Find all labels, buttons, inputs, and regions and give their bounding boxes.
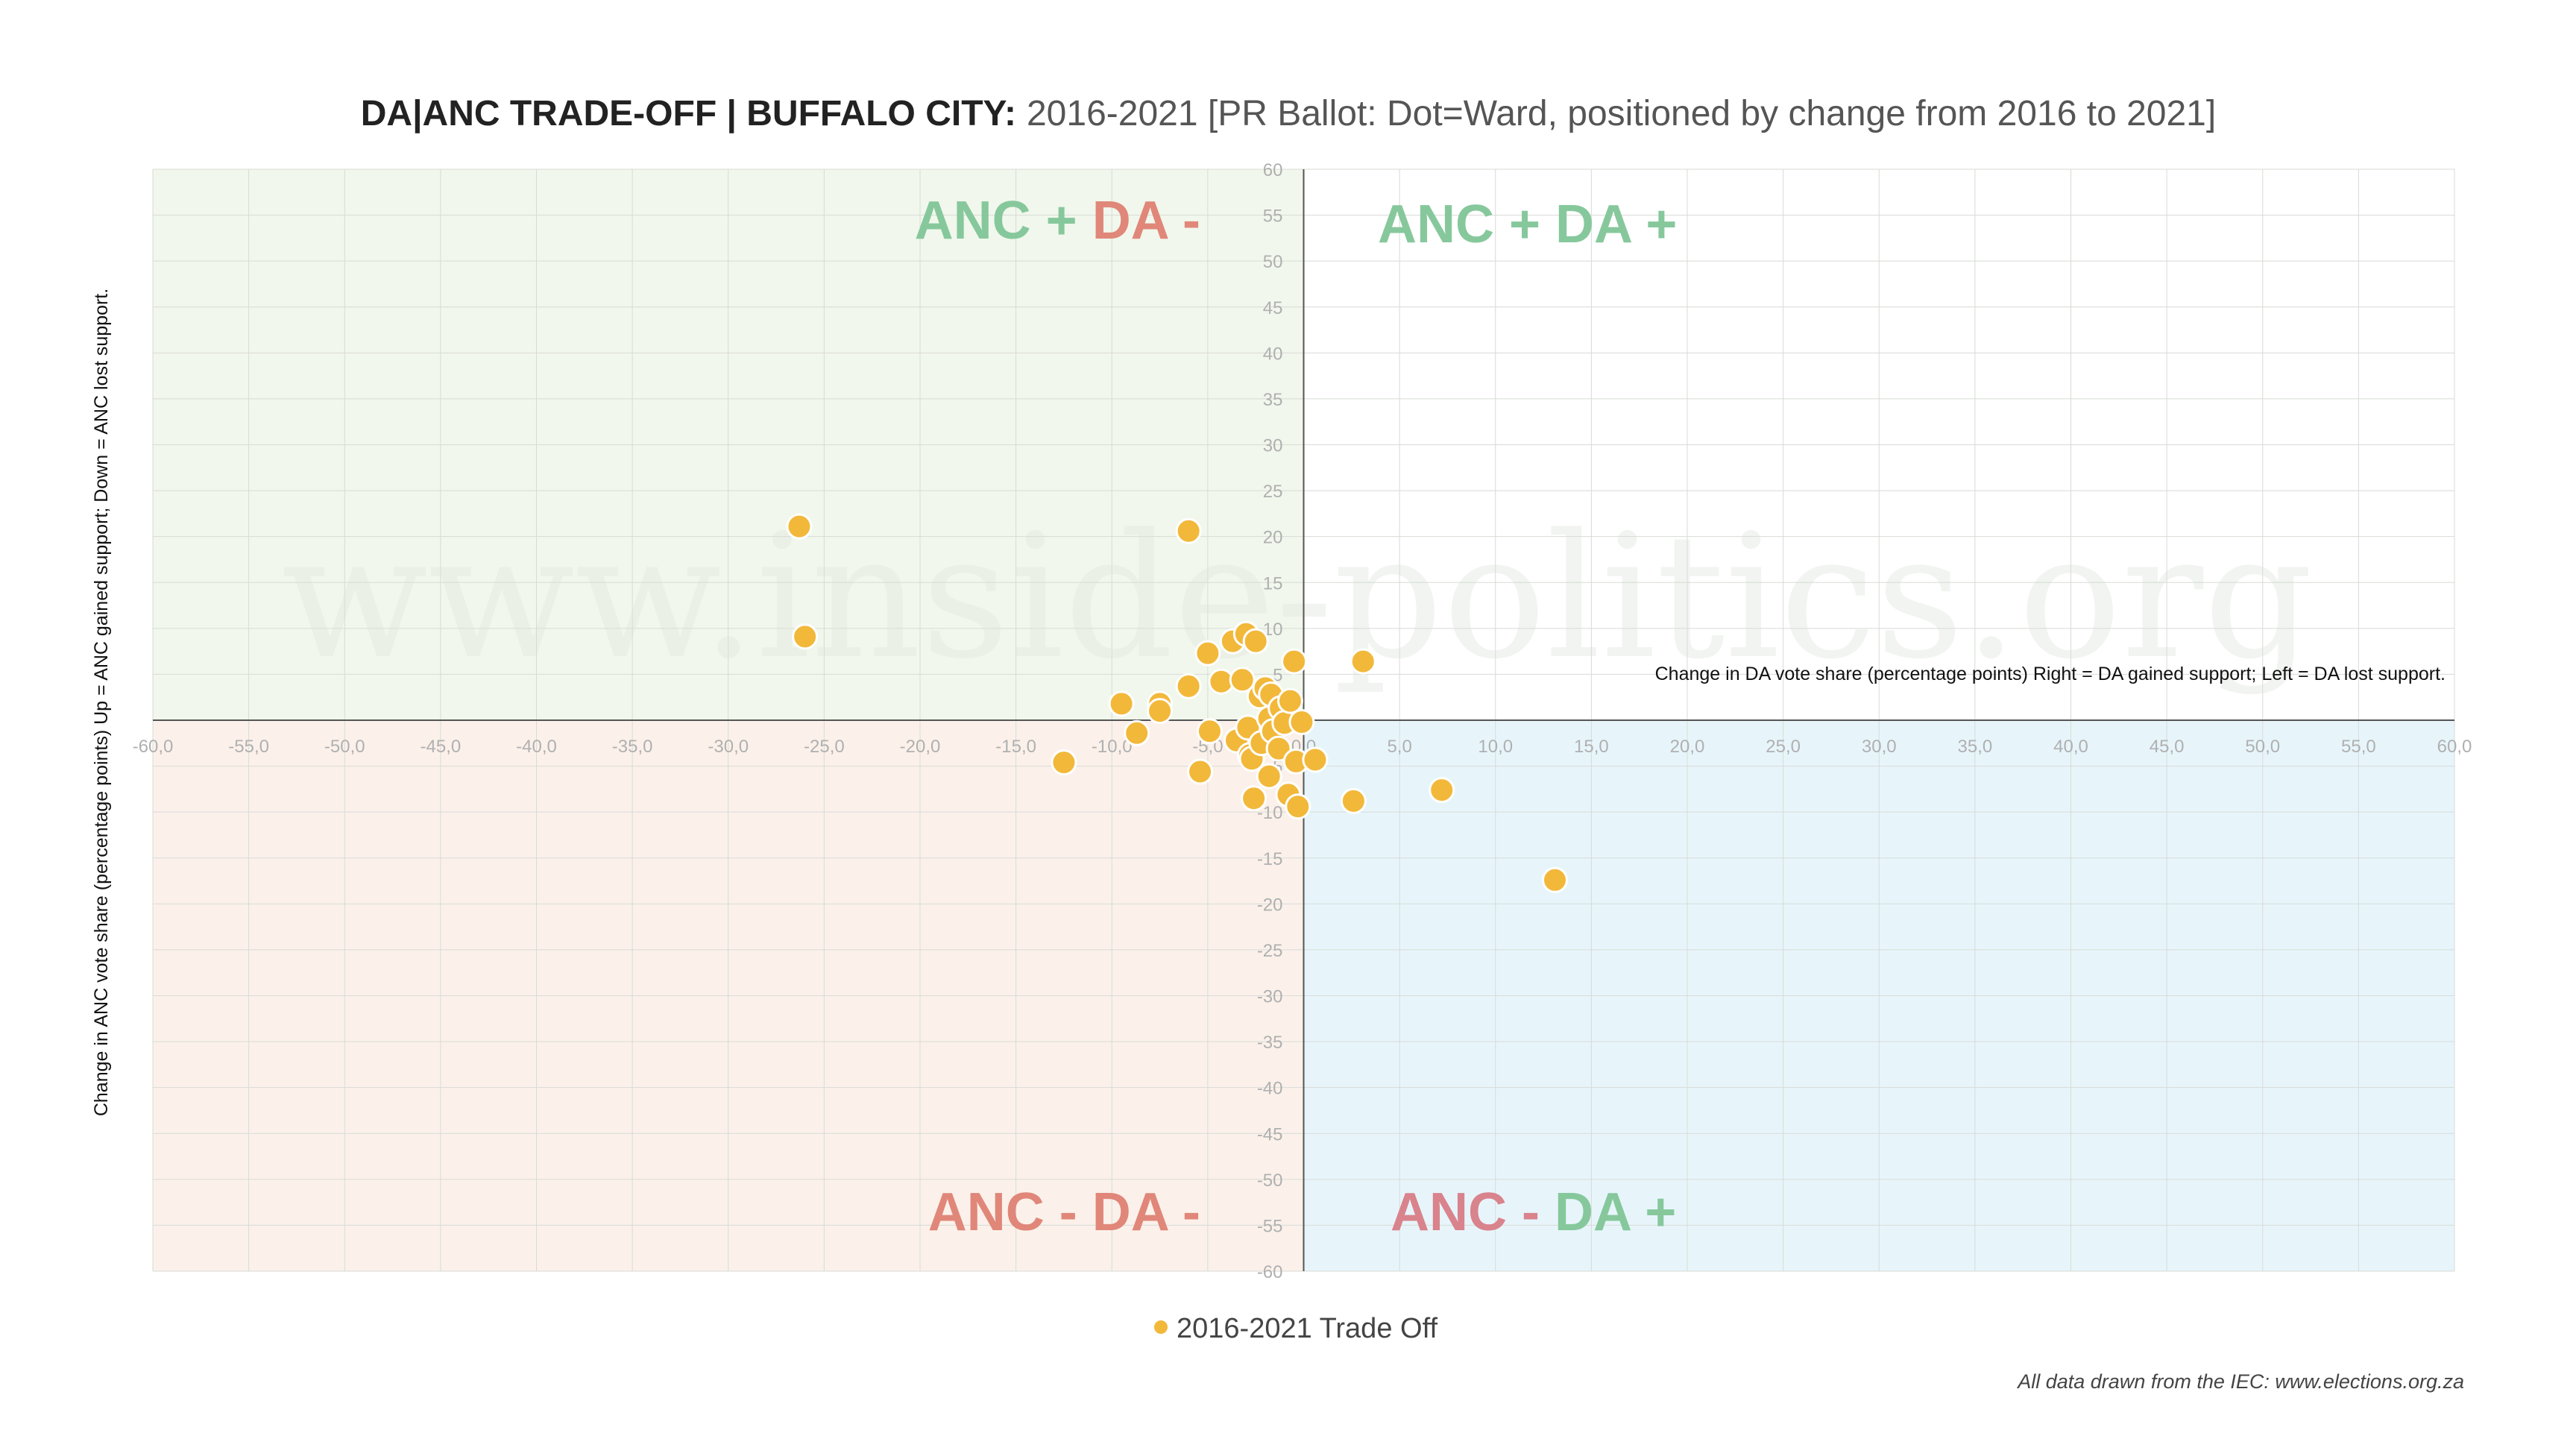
x-tick-label: -25,0 (804, 737, 845, 757)
quadrant-labels: ANC + DA - ANC + DA +ANC - DA - ANC - DA + (915, 191, 1678, 1242)
quadrant-label-part: DA + (1555, 1182, 1676, 1242)
data-point[interactable] (1302, 746, 1329, 773)
legend[interactable]: 2016-2021 Trade Off (1154, 1313, 1437, 1344)
quadrant-label-part: ANC - DA - (928, 1182, 1200, 1242)
data-point[interactable] (1265, 735, 1292, 762)
x-tick-label: -45,0 (421, 737, 462, 757)
data-point[interactable] (1147, 698, 1174, 725)
x-tick-label: 40,0 (2053, 737, 2088, 757)
y-tick-label: 45 (1263, 298, 1283, 318)
x-tick-label: 10,0 (1478, 737, 1513, 757)
y-tick-label: 15 (1263, 573, 1283, 593)
quadrant-label-bottom-right: ANC - DA + (1391, 1182, 1676, 1242)
data-point[interactable] (1285, 793, 1311, 820)
y-tick-label: -50 (1257, 1171, 1283, 1191)
source-note: All data drawn from the IEC: www.electio… (2016, 1370, 2464, 1393)
quadrant-label-part: DA - (1092, 191, 1200, 251)
y-tick-label: -55 (1257, 1216, 1283, 1236)
data-point[interactable] (1281, 648, 1308, 675)
quadrant-label-top-right: ANC + DA + (1378, 195, 1677, 254)
y-tick-label: -25 (1257, 941, 1283, 961)
y-tick-label: -60 (1257, 1262, 1283, 1282)
y-tick-label: 35 (1263, 390, 1283, 410)
data-point[interactable] (1229, 667, 1256, 693)
data-point[interactable] (1175, 517, 1202, 544)
x-tick-label: -10,0 (1092, 737, 1133, 757)
y-tick-label: -15 (1257, 849, 1283, 869)
data-point[interactable] (1541, 866, 1568, 893)
data-point[interactable] (1241, 785, 1267, 812)
x-tick-label: 25,0 (1766, 737, 1801, 757)
x-tick-label: 20,0 (1670, 737, 1705, 757)
x-tick-label: 60,0 (2437, 737, 2472, 757)
y-tick-label: -45 (1257, 1124, 1283, 1144)
data-point[interactable] (1340, 787, 1367, 814)
data-point[interactable] (1051, 749, 1077, 776)
y-tick-label: 50 (1263, 252, 1283, 272)
x-axis-label: Change in DA vote share (percentage poin… (1655, 664, 2446, 684)
y-tick-label: 55 (1263, 207, 1283, 227)
quadrant-label-part: ANC - (1391, 1182, 1555, 1242)
data-point[interactable] (1175, 673, 1202, 699)
x-tick-label: -60,0 (133, 737, 174, 757)
data-point[interactable] (1429, 777, 1455, 804)
chart-title-bold: DA|ANC TRADE-OFF | BUFFALO CITY: (361, 94, 1016, 133)
chart-title-rest: 2016-2021 [PR Ballot: Dot=Ward, position… (1027, 94, 2216, 133)
y-tick-label: -40 (1257, 1079, 1283, 1099)
y-tick-label: 25 (1263, 482, 1283, 502)
x-tick-label: -35,0 (612, 737, 653, 757)
x-tick-labels: -60,0 -55,0 -50,0 -45,0 -40,0 -35,0 -30,0 -25,0… (133, 737, 2472, 757)
quadrant-label-part: ANC + (915, 191, 1092, 251)
data-point[interactable] (1276, 687, 1303, 714)
x-tick-label: -15,0 (995, 737, 1036, 757)
x-tick-label: -55,0 (228, 737, 269, 757)
data-point[interactable] (1187, 758, 1214, 785)
y-tick-label: 30 (1263, 436, 1283, 456)
data-point[interactable] (1288, 708, 1315, 735)
x-tick-label: -30,0 (708, 737, 749, 757)
y-tick-label: -20 (1257, 895, 1283, 915)
quadrant-label-top-left: ANC + DA - (915, 191, 1200, 251)
x-tick-label: 15,0 (1574, 737, 1609, 757)
quadrant-label-part: ANC + DA + (1378, 195, 1677, 254)
x-tick-label: 50,0 (2245, 737, 2280, 757)
data-points (786, 513, 1568, 893)
data-point[interactable] (792, 623, 819, 650)
data-point[interactable] (1196, 718, 1223, 745)
quadrant-label-bottom-left: ANC - DA - (928, 1182, 1200, 1242)
x-tick-label: -50,0 (324, 737, 365, 757)
y-axis-label: Change in ANC vote share (percentage poi… (91, 289, 112, 1116)
chart-title: DA|ANC TRADE-OFF | BUFFALO CITY: 2016-202… (361, 94, 2216, 133)
x-tick-label: -20,0 (900, 737, 941, 757)
y-tick-label: -35 (1257, 1033, 1283, 1053)
data-point[interactable] (1256, 763, 1282, 790)
data-point[interactable] (1194, 640, 1221, 667)
y-tick-label: 60 (1263, 160, 1283, 180)
x-tick-label: 30,0 (1862, 737, 1897, 757)
x-tick-label: 35,0 (1958, 737, 1993, 757)
data-point[interactable] (1124, 719, 1150, 746)
data-point[interactable] (786, 513, 813, 540)
data-point[interactable] (1242, 628, 1269, 655)
y-tick-label: 40 (1263, 344, 1283, 364)
y-tick-label: 20 (1263, 528, 1283, 548)
x-tick-label: 5,0 (1387, 737, 1411, 757)
x-tick-label: 55,0 (2341, 737, 2376, 757)
legend-label: 2016-2021 Trade Off (1177, 1313, 1437, 1344)
x-tick-label: 45,0 (2150, 737, 2185, 757)
data-point[interactable] (1108, 690, 1135, 717)
data-point[interactable] (1350, 648, 1376, 675)
legend-marker (1154, 1320, 1168, 1334)
x-tick-label: -40,0 (516, 737, 557, 757)
y-tick-label: -30 (1257, 987, 1283, 1007)
